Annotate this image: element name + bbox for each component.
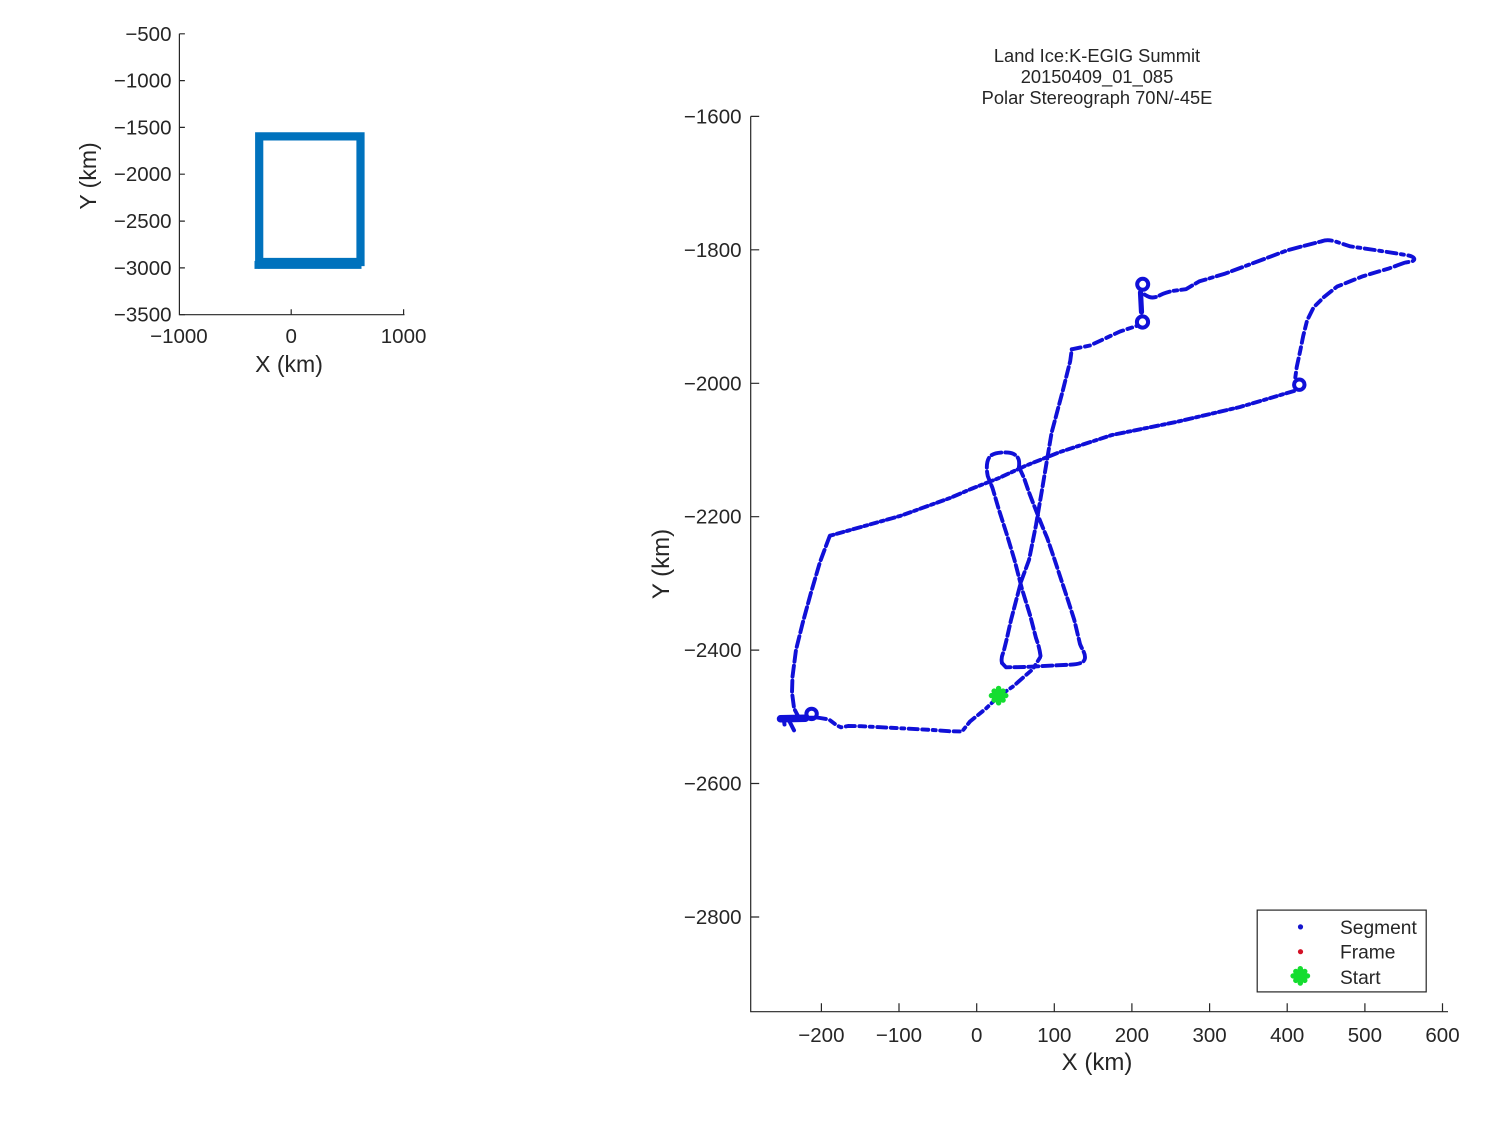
svg-text:−2600: −2600 bbox=[684, 773, 742, 796]
svg-text:−3000: −3000 bbox=[114, 257, 172, 280]
svg-text:Polar Stereograph 70N/-45E: Polar Stereograph 70N/-45E bbox=[982, 87, 1213, 108]
svg-text:−2000: −2000 bbox=[684, 372, 742, 395]
svg-text:−2400: −2400 bbox=[684, 639, 742, 662]
svg-text:−2800: −2800 bbox=[684, 906, 742, 929]
svg-text:−100: −100 bbox=[876, 1024, 922, 1047]
svg-text:Start: Start bbox=[1340, 968, 1381, 989]
svg-text:−3500: −3500 bbox=[114, 304, 172, 327]
svg-text:400: 400 bbox=[1270, 1024, 1304, 1047]
svg-text:−1800: −1800 bbox=[684, 239, 742, 262]
svg-text:−1600: −1600 bbox=[684, 105, 742, 128]
svg-text:−500: −500 bbox=[125, 23, 171, 46]
svg-text:Y (km): Y (km) bbox=[648, 529, 675, 599]
svg-text:Segment: Segment bbox=[1340, 918, 1417, 939]
svg-text:−2000: −2000 bbox=[114, 163, 172, 186]
svg-text:Frame: Frame bbox=[1340, 943, 1395, 964]
svg-text:−200: −200 bbox=[798, 1024, 844, 1047]
svg-text:0: 0 bbox=[971, 1024, 982, 1047]
svg-text:300: 300 bbox=[1192, 1024, 1226, 1047]
svg-text:−2500: −2500 bbox=[114, 210, 172, 233]
svg-text:−1000: −1000 bbox=[150, 325, 208, 348]
svg-text:−1000: −1000 bbox=[114, 70, 172, 93]
svg-text:20150409_01_085: 20150409_01_085 bbox=[1021, 66, 1174, 88]
svg-text:0: 0 bbox=[285, 325, 296, 348]
svg-text:600: 600 bbox=[1425, 1024, 1459, 1047]
svg-text:500: 500 bbox=[1348, 1024, 1382, 1047]
svg-text:200: 200 bbox=[1115, 1024, 1149, 1047]
svg-text:X (km): X (km) bbox=[255, 351, 323, 377]
svg-text:1000: 1000 bbox=[381, 325, 427, 348]
svg-text:−1500: −1500 bbox=[114, 116, 172, 139]
svg-text:−2200: −2200 bbox=[684, 506, 742, 529]
svg-text:Land Ice:K-EGIG Summit: Land Ice:K-EGIG Summit bbox=[994, 45, 1200, 66]
svg-text:X (km): X (km) bbox=[1062, 1049, 1133, 1076]
svg-text:100: 100 bbox=[1037, 1024, 1071, 1047]
svg-text:Y (km): Y (km) bbox=[75, 142, 101, 209]
